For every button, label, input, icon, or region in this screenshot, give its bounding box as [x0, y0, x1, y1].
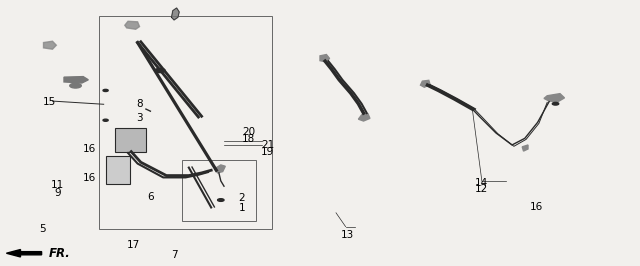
Polygon shape	[44, 41, 56, 49]
Text: 15: 15	[44, 97, 56, 107]
Text: 1: 1	[239, 203, 245, 213]
Polygon shape	[522, 145, 528, 151]
Polygon shape	[358, 114, 370, 121]
Text: 16: 16	[530, 202, 543, 212]
Text: 14: 14	[476, 178, 488, 188]
Circle shape	[103, 89, 108, 92]
Text: 19: 19	[261, 147, 274, 157]
Circle shape	[103, 119, 108, 121]
Polygon shape	[420, 80, 430, 87]
Polygon shape	[320, 55, 330, 62]
Circle shape	[552, 102, 559, 105]
Text: 21: 21	[261, 140, 274, 150]
Polygon shape	[544, 94, 564, 102]
Polygon shape	[6, 250, 42, 257]
Text: 17: 17	[127, 240, 140, 250]
Circle shape	[155, 68, 165, 73]
Text: 12: 12	[476, 184, 488, 194]
Text: 16: 16	[83, 173, 96, 183]
Text: 2: 2	[239, 193, 245, 203]
Polygon shape	[64, 77, 88, 83]
Polygon shape	[172, 8, 179, 20]
Text: 3: 3	[136, 113, 143, 123]
Bar	[115, 128, 146, 152]
Text: 6: 6	[148, 192, 154, 202]
Polygon shape	[125, 21, 140, 29]
Text: 9: 9	[54, 188, 61, 198]
Text: 20: 20	[242, 127, 255, 137]
Text: 5: 5	[39, 224, 45, 234]
Text: 13: 13	[341, 230, 354, 240]
Bar	[182, 160, 256, 221]
Text: 16: 16	[83, 144, 96, 154]
Circle shape	[218, 199, 224, 201]
Bar	[106, 156, 130, 184]
Text: 8: 8	[136, 99, 143, 109]
Text: FR.: FR.	[49, 247, 70, 260]
Bar	[99, 16, 272, 229]
Text: 7: 7	[171, 250, 177, 260]
Polygon shape	[214, 165, 225, 173]
Circle shape	[70, 83, 81, 88]
Text: 11: 11	[51, 180, 64, 190]
Text: 18: 18	[242, 134, 255, 144]
